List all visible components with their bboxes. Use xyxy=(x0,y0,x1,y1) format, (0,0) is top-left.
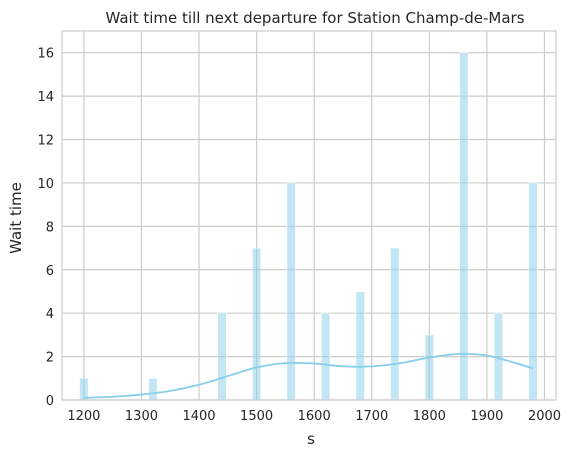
y-axis-label: Wait time xyxy=(7,182,25,254)
histogram-bar xyxy=(390,248,399,400)
y-tick-label: 12 xyxy=(37,134,54,149)
histogram-bar xyxy=(218,313,227,400)
histogram-bar xyxy=(80,378,89,400)
histogram-bar xyxy=(460,53,469,400)
y-tick-label: 0 xyxy=(46,394,54,409)
x-tick-label: 2000 xyxy=(528,409,561,424)
x-tick-label: 1900 xyxy=(470,409,503,424)
y-tick-label: 16 xyxy=(37,47,54,62)
histogram-bar xyxy=(321,313,330,400)
x-axis-label: s xyxy=(307,430,315,448)
histogram-bar xyxy=(287,183,296,400)
y-tick-label: 10 xyxy=(37,177,54,192)
grid xyxy=(62,31,556,400)
y-tick-label: 8 xyxy=(46,220,54,235)
x-tick-label: 1400 xyxy=(182,409,215,424)
x-tick-label: 1800 xyxy=(413,409,446,424)
x-tick-label: 1200 xyxy=(67,409,100,424)
y-axis-ticks: 0 2 4 6 8 10 12 14 16 xyxy=(37,47,54,409)
chart-title: Wait time till next departure for Statio… xyxy=(105,9,524,27)
y-tick-label: 2 xyxy=(46,351,54,366)
histogram-bar xyxy=(356,291,365,400)
x-tick-label: 1600 xyxy=(298,409,331,424)
histogram-bar xyxy=(252,248,261,400)
plot-frame xyxy=(62,31,556,400)
y-tick-label: 6 xyxy=(46,264,54,279)
y-tick-label: 14 xyxy=(37,90,54,105)
x-tick-label: 1700 xyxy=(355,409,388,424)
x-tick-label: 1500 xyxy=(240,409,273,424)
x-axis-ticks: 1200 1300 1400 1500 1600 1700 1800 1900 2000 xyxy=(67,409,561,424)
histogram-bar xyxy=(425,335,434,400)
histogram-bar xyxy=(149,378,158,400)
x-tick-label: 1300 xyxy=(125,409,158,424)
y-tick-label: 4 xyxy=(46,307,54,322)
